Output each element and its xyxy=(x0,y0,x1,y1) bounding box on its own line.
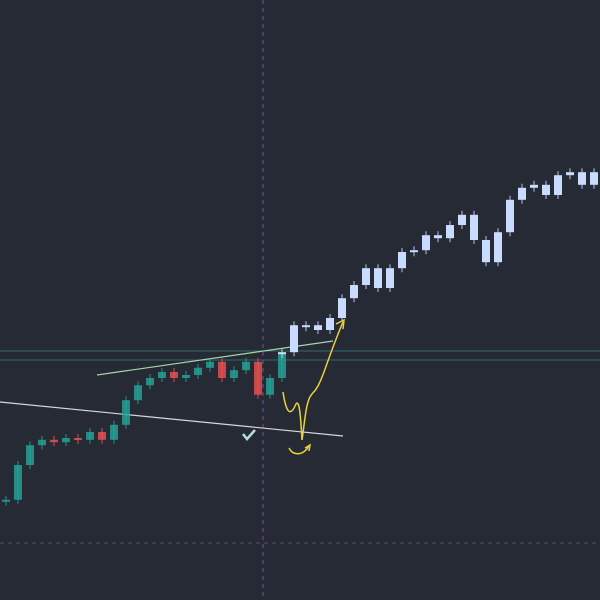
candle xyxy=(158,372,166,378)
arrow-head xyxy=(304,443,312,452)
trend-line xyxy=(0,401,344,437)
candles xyxy=(2,168,598,506)
candle xyxy=(302,325,310,328)
candle xyxy=(230,370,238,378)
candle xyxy=(590,172,598,185)
candle xyxy=(182,375,190,378)
candle xyxy=(410,250,418,253)
candle xyxy=(290,325,298,353)
candle xyxy=(434,235,442,239)
candle xyxy=(122,400,130,425)
candle xyxy=(26,445,34,465)
candle xyxy=(362,268,370,285)
check-mark xyxy=(242,429,256,441)
candle xyxy=(98,432,106,440)
candle xyxy=(578,172,586,185)
candle xyxy=(398,252,406,269)
candle xyxy=(254,361,262,395)
candle xyxy=(542,184,550,195)
candle xyxy=(74,438,82,440)
candle xyxy=(2,499,10,502)
candle xyxy=(62,438,70,443)
candle xyxy=(446,225,454,239)
curved-arrow xyxy=(288,445,310,455)
arrow-head xyxy=(335,318,345,330)
candle xyxy=(518,187,526,200)
candle xyxy=(494,232,502,263)
candle xyxy=(134,385,142,401)
candle xyxy=(422,235,430,251)
candle xyxy=(206,361,214,368)
candle xyxy=(566,172,574,176)
candle xyxy=(374,268,382,288)
candle xyxy=(338,298,346,318)
candle xyxy=(38,439,46,446)
candle xyxy=(530,184,538,188)
candle xyxy=(146,378,154,386)
candle xyxy=(110,424,118,440)
candle xyxy=(278,352,286,355)
candle xyxy=(278,352,286,378)
candle xyxy=(194,367,202,375)
candle xyxy=(350,285,358,299)
candle xyxy=(482,240,490,263)
candle xyxy=(458,214,466,225)
candle xyxy=(218,361,226,378)
candle xyxy=(266,378,274,395)
candle xyxy=(326,318,334,330)
projection-sketch xyxy=(282,321,344,441)
candle xyxy=(86,432,94,440)
candle xyxy=(242,361,250,371)
candle xyxy=(506,199,514,233)
candle xyxy=(14,465,22,500)
candle xyxy=(314,325,322,330)
candle xyxy=(554,175,562,195)
candle xyxy=(170,372,178,378)
candle xyxy=(50,439,58,443)
candle xyxy=(386,268,394,288)
candle xyxy=(470,214,478,240)
